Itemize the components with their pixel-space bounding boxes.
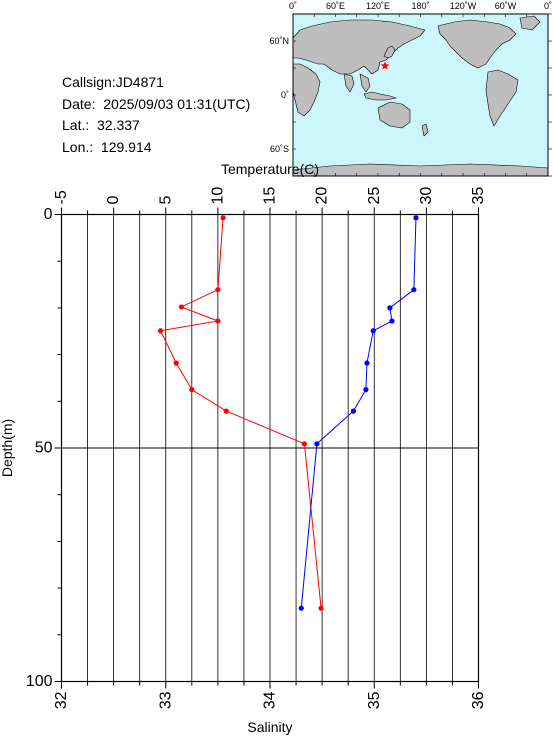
map-longitude-label: 60˚W xyxy=(495,1,517,11)
map-latitude-label: 60˚N xyxy=(269,36,289,46)
salinity-data-point xyxy=(350,408,356,414)
temperature-data-point xyxy=(189,387,195,393)
date-text: Date: 2025/09/03 01:31(UTC) xyxy=(62,95,251,112)
temperature-data-point xyxy=(215,318,221,324)
salinity-data-point xyxy=(411,287,417,293)
salinity-data-point xyxy=(364,360,370,366)
station-marker xyxy=(380,61,390,70)
temperature-tick-label: 15 xyxy=(262,187,279,205)
world-map: 0˚ 60˚E 120˚E 180˚ 120˚W 60˚W 0˚ 60˚N 0˚ 60˚S xyxy=(269,1,552,177)
temperature-data-point xyxy=(223,408,229,414)
map-longitude-label: 120˚W xyxy=(450,1,477,11)
station-info: Callsign:JD4871 Date: 2025/09/03 01:31(U… xyxy=(62,72,250,158)
south-america-landmass xyxy=(485,69,519,127)
temperature-tick-label: -5 xyxy=(53,190,70,204)
temperature-data-point xyxy=(173,360,179,366)
depth-axis: 0 50 100 xyxy=(26,206,62,690)
australia-landmass xyxy=(377,101,411,129)
map-longitude-label: 0˚ xyxy=(544,1,552,11)
map-longitude-label: 180˚ xyxy=(411,1,429,11)
greenland-landmass xyxy=(519,15,541,31)
series-layer xyxy=(157,215,419,611)
map-ticks xyxy=(292,13,552,177)
depth-axis-title: Depth(m) xyxy=(0,419,15,477)
depth-tick-label: 100 xyxy=(26,673,53,690)
africa-landmass xyxy=(292,63,321,117)
map-top-labels: 0˚ 60˚E 120˚E 180˚ 120˚W 60˚W 0˚ xyxy=(289,1,552,11)
station-star-icon xyxy=(380,61,390,70)
salinity-axis-title: Salinity xyxy=(247,719,292,735)
temperature-tick-label: 20 xyxy=(314,187,331,205)
map-longitude-label: 0˚ xyxy=(289,1,297,11)
temperature-tick-label: 25 xyxy=(366,187,383,205)
depth-tick-label: 50 xyxy=(35,440,53,457)
salinity-tick-label: 34 xyxy=(262,691,279,709)
temperature-data-point xyxy=(178,304,184,310)
salinity-data-point xyxy=(370,328,376,334)
temperature-axis-title: Temperature(C) xyxy=(221,161,319,177)
salinity-axis: 32 33 34 35 36 xyxy=(53,681,487,709)
map-longitude-label: 120˚E xyxy=(366,1,390,11)
temperature-profile-line xyxy=(159,217,322,609)
salinity-profile-line xyxy=(300,217,417,609)
callsign-text: Callsign:JD4871 xyxy=(62,74,164,90)
salinity-data-point xyxy=(387,305,393,311)
salinity-data-point xyxy=(298,605,304,611)
salinity-tick-label: 35 xyxy=(366,691,383,709)
japan-landmass xyxy=(383,45,396,59)
temperature-axis: -5 0 5 10 15 20 25 30 35 xyxy=(53,187,487,215)
southeast-asia-landmass xyxy=(359,73,371,93)
temperature-data-point xyxy=(220,215,226,221)
temperature-tick-label: 10 xyxy=(209,187,226,205)
map-latitude-label: 60˚S xyxy=(270,144,289,154)
indonesia-landmass xyxy=(363,91,397,101)
eurasia-landmass xyxy=(292,19,426,75)
temperature-tick-label: 0 xyxy=(105,196,122,205)
temperature-data-point xyxy=(215,287,221,293)
salinity-data-point xyxy=(389,318,395,324)
temperature-tick-label: 35 xyxy=(470,187,487,205)
salinity-data-point xyxy=(363,387,369,393)
depth-tick-label: 0 xyxy=(44,206,53,223)
new-zealand-landmass xyxy=(421,123,429,137)
map-side-labels: 60˚N 0˚ 60˚S xyxy=(269,36,289,154)
salinity-tick-label: 32 xyxy=(53,691,70,709)
temperature-data-point xyxy=(318,605,324,611)
map-longitude-label: 60˚E xyxy=(326,1,345,11)
salinity-tick-label: 36 xyxy=(470,691,487,709)
temperature-data-point xyxy=(301,441,308,447)
map-latitude-label: 0˚ xyxy=(281,90,289,100)
india-landmass xyxy=(343,73,355,93)
temperature-data-point xyxy=(157,328,164,334)
salinity-data-point xyxy=(413,215,419,221)
temperature-tick-label: 5 xyxy=(157,196,174,205)
salinity-data-point xyxy=(314,441,320,447)
north-america-landmass xyxy=(437,19,517,69)
temperature-tick-label: 30 xyxy=(418,187,435,205)
latitude-text: Lat.: 32.337 xyxy=(62,117,140,133)
salinity-tick-label: 33 xyxy=(157,691,174,709)
longitude-text: Lon.: 129.914 xyxy=(62,138,152,155)
